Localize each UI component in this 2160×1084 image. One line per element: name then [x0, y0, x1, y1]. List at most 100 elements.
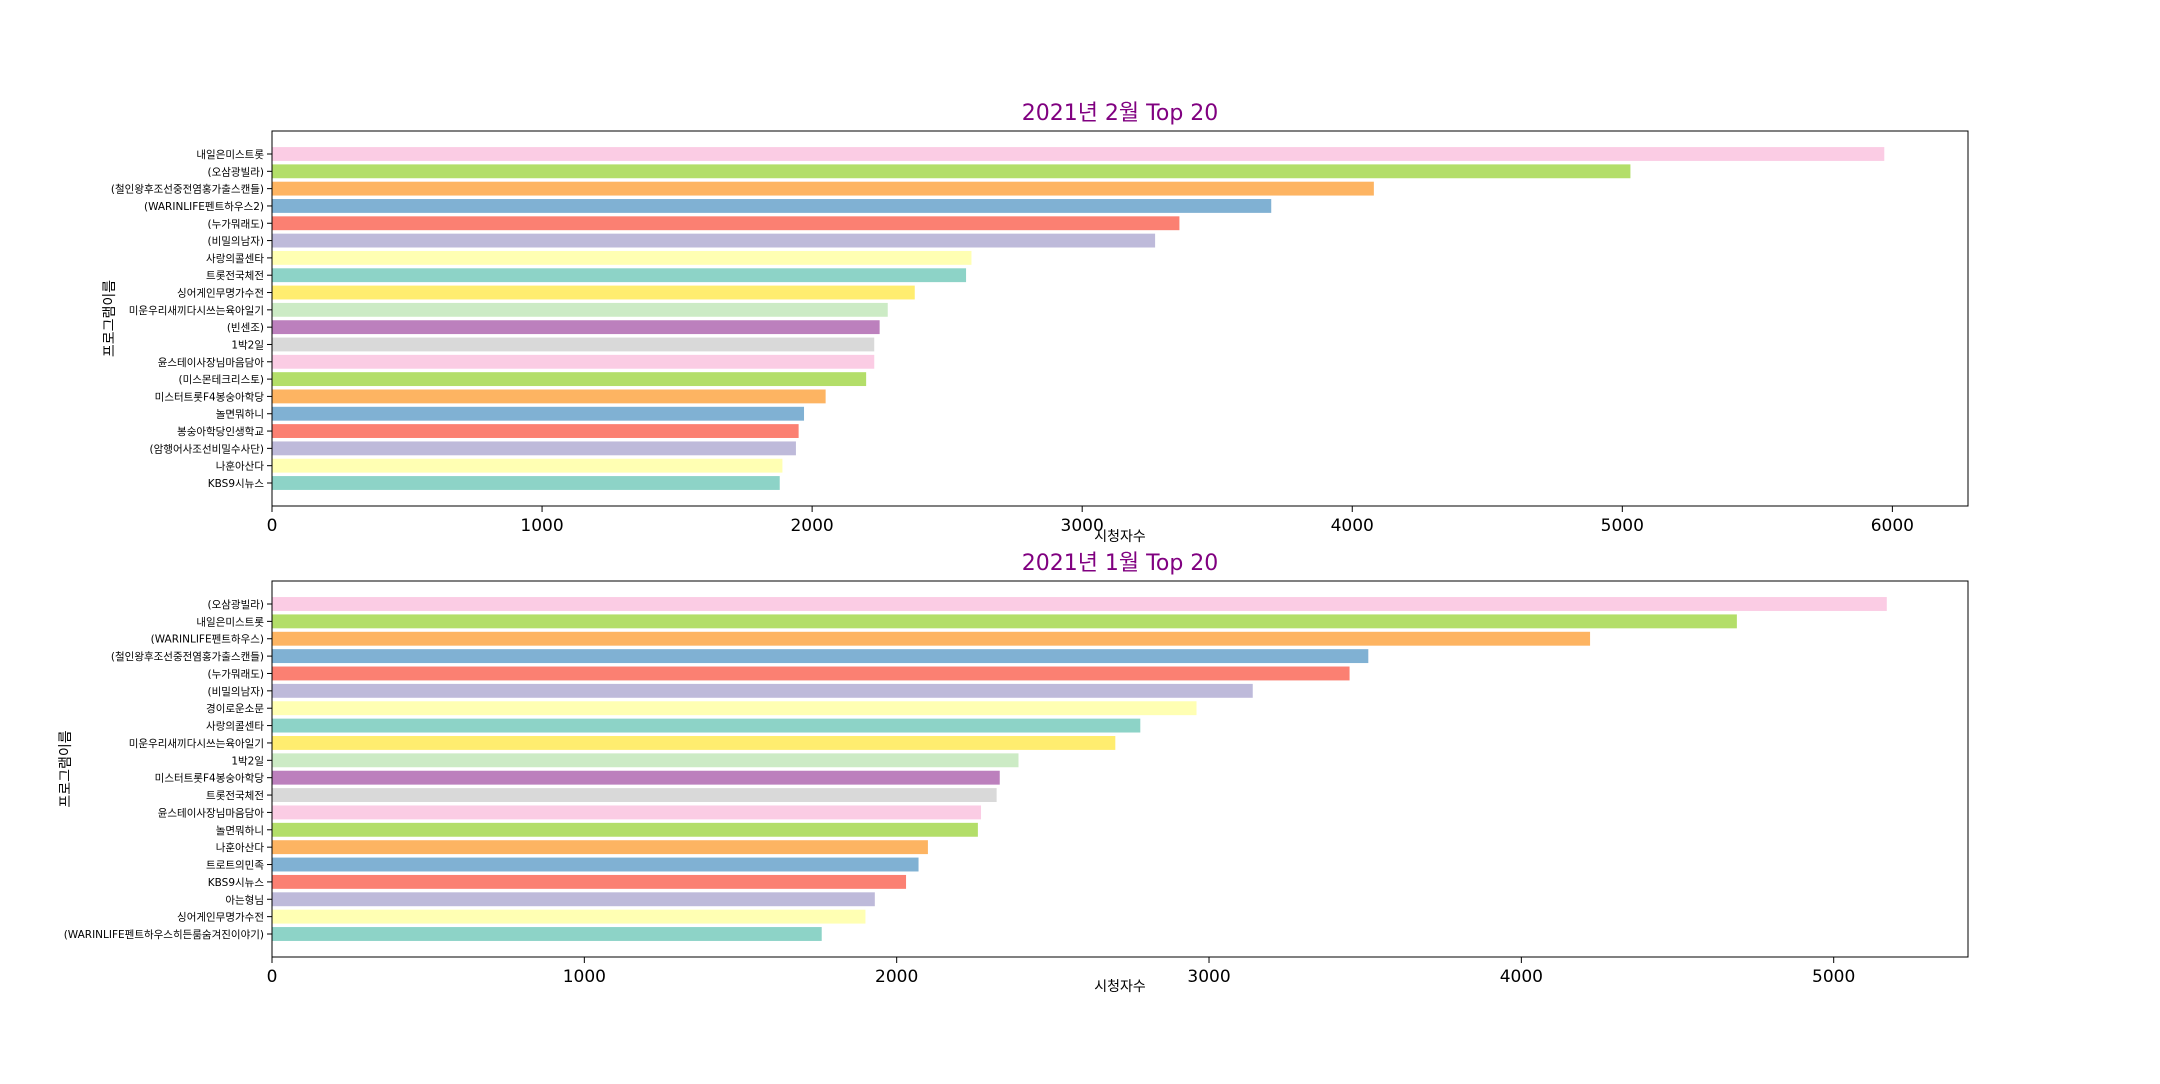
y-tick-label: 미운우리새끼다시쓰는육아일기 [129, 304, 264, 317]
y-tick-label: (WARINLIFE펜트하우스) [151, 633, 264, 646]
y-tick-label: 사랑의콜센타 [206, 253, 264, 265]
x-tick-label: 3000 [1061, 516, 1104, 536]
y-tick-label: (비밀의남자) [208, 686, 265, 698]
y-tick-label: (빈센조) [227, 322, 264, 334]
y-tick-label: 트롯전국체전 [206, 790, 264, 802]
bar [272, 441, 796, 456]
y-tick-label: 아는형님 [225, 894, 264, 906]
y-tick-label: 1박2일 [231, 754, 264, 767]
y-tick-label: 놀면뭐하니 [216, 824, 264, 837]
y-tick-label: 내일은미스트롯 [196, 148, 264, 161]
y-tick-label: 봉숭아학당인생학교 [177, 426, 264, 438]
bar [272, 892, 875, 907]
y-tick-label: 윤스테이사장님마음담아 [158, 807, 265, 819]
bar [272, 199, 1272, 213]
y-tick-label: (누가뭐래도) [208, 668, 265, 680]
bar [272, 233, 1156, 248]
bar [272, 597, 1887, 611]
y-tick-label: 싱어게인무명가수전 [177, 912, 264, 924]
plot-frame [271, 580, 1969, 958]
plot-frame [271, 130, 1969, 507]
y-tick-label: 싱어게인무명가수전 [177, 288, 264, 300]
bar [272, 753, 1019, 768]
x-tick-label: 2000 [790, 516, 833, 536]
x-tick-label: 0 [267, 516, 278, 536]
x-tick-label: 1000 [563, 967, 606, 987]
x-tick-label: 4000 [1331, 516, 1374, 536]
y-tick-label: 트로트의민족 [206, 860, 264, 872]
y-tick-label: 사랑의콜센타 [206, 721, 264, 733]
bar [272, 909, 866, 924]
bar [272, 268, 967, 283]
y-tick-label: (오삼광빌라) [208, 599, 265, 611]
bar [272, 302, 888, 317]
x-tick-label: 5000 [1812, 967, 1855, 987]
y-tick-label: 내일은미스트롯 [196, 615, 264, 628]
bar [272, 216, 1180, 231]
chart-panel-1: 2021년 2월 Top 20 내일은미스트롯 (오삼광빌라) (철인왕후조선중전염홍… [102, 101, 1969, 545]
bar [272, 631, 1591, 646]
bar [272, 770, 1000, 785]
bar [272, 701, 1197, 716]
x-tick-label: 0 [267, 967, 278, 987]
y-tick-label: 나훈아산다 [216, 841, 265, 854]
y-tick-label: (철인왕후조선중전염홍가출스캔들) [111, 650, 264, 663]
x-axis-label: 시청자수 [1094, 979, 1146, 995]
bar [272, 822, 978, 837]
bar [272, 683, 1253, 698]
y-tick-label: (WARINLIFE펜트하우스히든룸숨겨진이야기) [64, 928, 264, 941]
y-axis-label: 프로그램이름 [58, 730, 74, 807]
y-axis-label: 프로그램이름 [102, 280, 118, 357]
bar [272, 250, 972, 265]
y-tick-label: 미스터트롯F4봉숭아학당 [155, 391, 265, 403]
bar [272, 805, 982, 820]
y-tick-label: (미스몬테크리스토) [179, 374, 264, 386]
y-tick-label: (WARINLIFE펜트하우스2) [144, 200, 264, 213]
x-tick-label: 2000 [875, 967, 918, 987]
x-tick-label: 6000 [1871, 516, 1914, 536]
y-tick-label: 윤스테이사장님마음담아 [158, 357, 265, 369]
bar [272, 840, 928, 855]
y-tick-label: 미운우리새끼다시쓰는육아일기 [129, 737, 264, 750]
bar [272, 788, 997, 802]
y-tick-label: (비밀의남자) [208, 236, 265, 248]
y-tick-label: 1박2일 [231, 338, 264, 351]
bar [272, 476, 780, 490]
bar [272, 424, 799, 438]
y-tick-label: KBS9시뉴스 [208, 478, 265, 490]
bar [272, 372, 867, 387]
y-tick-label: 미스터트롯F4봉숭아학당 [155, 773, 265, 785]
y-tick-label: 나훈아산다 [216, 460, 265, 473]
bar [272, 458, 783, 473]
y-tick-label: 트롯전국체전 [206, 270, 264, 282]
y-tick-label: 놀면뭐하니 [216, 408, 264, 421]
bar [272, 285, 915, 300]
bar [272, 389, 826, 404]
bar [272, 164, 1631, 179]
bar [272, 181, 1374, 196]
x-tick-label: 4000 [1500, 967, 1543, 987]
x-tick-label: 3000 [1187, 967, 1230, 987]
bar [272, 666, 1350, 681]
y-tick-label: KBS9시뉴스 [208, 877, 265, 889]
x-tick-label: 5000 [1601, 516, 1644, 536]
y-tick-label: (철인왕후조선중전염홍가출스캔들) [111, 183, 264, 196]
chart-panel-2: 2021년 1월 Top 20 (오삼광빌라) 내일은미스트롯 (WARINLIFE펜… [58, 551, 1969, 995]
y-tick-label: 경이로운소문 [206, 702, 264, 715]
bar [272, 718, 1141, 733]
bar [272, 147, 1885, 161]
y-tick-label: (암행어사조선비밀수사단) [150, 443, 264, 455]
chart-title: 2021년 2월 Top 20 [1022, 101, 1219, 126]
bar [272, 736, 1116, 750]
bar [272, 857, 919, 872]
chart-title: 2021년 1월 Top 20 [1022, 551, 1219, 576]
bar [272, 320, 880, 335]
bar [272, 874, 907, 889]
bar [272, 927, 822, 941]
bar [272, 649, 1369, 664]
x-axis-label: 시청자수 [1094, 529, 1146, 545]
bar [272, 614, 1737, 629]
y-tick-label: (오삼광빌라) [208, 166, 265, 178]
